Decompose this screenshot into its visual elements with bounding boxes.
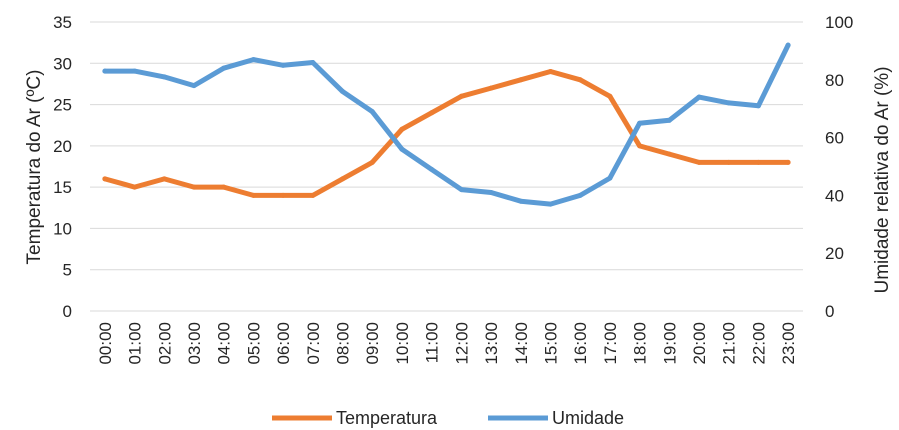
data-point-temperatura (161, 176, 167, 182)
right-axis-ticks: 0 20 40 60 80 100 (825, 13, 853, 321)
data-point-temperatura (369, 159, 375, 165)
right-tick-label: 40 (825, 186, 844, 205)
data-point-temperatura (666, 151, 672, 157)
data-point-temperatura (518, 77, 524, 83)
x-tick-label: 07:00 (304, 322, 323, 365)
x-tick-label: 21:00 (720, 322, 739, 365)
data-point-umidade (518, 198, 524, 204)
x-tick-label: 23:00 (779, 322, 798, 365)
data-point-temperatura (726, 159, 732, 165)
data-point-umidade (488, 190, 494, 195)
data-point-umidade (369, 109, 375, 115)
x-tick-label: 12:00 (452, 322, 471, 365)
data-point-temperatura (488, 85, 494, 91)
left-tick-label: 30 (53, 54, 72, 73)
left-axis-ticks: 0 5 10 15 20 25 30 35 (53, 13, 72, 321)
data-point-temperatura (399, 126, 405, 132)
data-point-umidade (429, 166, 435, 172)
right-tick-label: 80 (825, 71, 844, 90)
x-tick-label: 01:00 (126, 322, 145, 365)
data-point-umidade (577, 192, 583, 198)
legend-label-umidade: Umidade (552, 408, 624, 428)
x-tick-label: 10:00 (393, 322, 412, 365)
x-tick-label: 04:00 (215, 322, 234, 365)
data-point-umidade (755, 103, 761, 109)
data-point-umidade (310, 60, 316, 65)
right-tick-label: 60 (825, 129, 844, 148)
data-point-temperatura (696, 159, 702, 165)
data-point-umidade (221, 65, 227, 71)
legend-label-temperatura: Temperatura (336, 408, 438, 428)
data-point-temperatura (132, 184, 138, 190)
data-point-umidade (161, 74, 167, 80)
left-tick-label: 25 (53, 96, 72, 115)
data-point-umidade (340, 88, 345, 94)
data-point-umidade (637, 120, 643, 126)
x-tick-label: 18:00 (631, 322, 650, 365)
data-point-temperatura (785, 159, 791, 165)
x-tick-label: 14:00 (512, 322, 531, 365)
left-tick-label: 10 (53, 219, 72, 238)
x-tick-label: 03:00 (185, 322, 204, 365)
data-point-temperatura (577, 77, 583, 83)
right-axis-title: Umidade relativa do Ar (%) (872, 66, 893, 293)
left-tick-label: 0 (63, 302, 72, 321)
gridlines (90, 21, 803, 312)
data-point-temperatura (191, 184, 197, 190)
right-tick-label: 0 (825, 302, 834, 321)
data-point-umidade (280, 62, 286, 68)
x-tick-label: 09:00 (363, 322, 382, 365)
series-line-umidade (102, 42, 791, 207)
data-point-umidade (191, 83, 197, 89)
x-tick-label: 00:00 (96, 322, 115, 365)
data-point-temperatura (280, 192, 286, 198)
series-line-temperatura (102, 69, 791, 198)
left-tick-label: 5 (63, 261, 72, 280)
right-tick-label: 100 (825, 13, 853, 32)
data-point-temperatura (637, 143, 643, 149)
x-tick-label: 20:00 (690, 322, 709, 365)
series-lines (102, 42, 791, 207)
data-point-umidade (102, 68, 108, 74)
x-tick-label: 06:00 (274, 322, 293, 365)
x-tick-label: 19:00 (660, 322, 679, 365)
data-point-temperatura (250, 192, 256, 198)
x-axis-ticks: 00:00 01:00 02:00 03:00 04:00 05:00 06:00 07:00… (96, 322, 798, 365)
left-tick-label: 15 (53, 178, 72, 197)
x-tick-label: 05:00 (244, 322, 263, 365)
data-point-temperatura (429, 110, 435, 116)
data-point-temperatura (221, 184, 227, 190)
data-point-umidade (250, 57, 256, 63)
data-point-umidade (785, 42, 791, 48)
left-tick-label: 35 (53, 13, 72, 32)
x-tick-label: 15:00 (541, 322, 560, 365)
x-tick-label: 13:00 (482, 322, 501, 365)
data-point-temperatura (607, 93, 613, 99)
data-point-umidade (548, 201, 553, 207)
x-tick-label: 08:00 (334, 322, 353, 365)
x-tick-label: 11:00 (423, 322, 442, 363)
x-tick-label: 17:00 (601, 322, 620, 365)
legend: Temperatura Umidade (272, 408, 624, 428)
left-tick-label: 20 (53, 137, 72, 156)
data-point-temperatura (340, 176, 345, 182)
data-point-umidade (607, 175, 613, 181)
data-point-umidade (458, 187, 464, 193)
right-tick-label: 20 (825, 244, 844, 263)
data-point-temperatura (102, 176, 108, 182)
data-point-umidade (696, 94, 702, 100)
data-point-umidade (726, 100, 732, 106)
data-point-temperatura (548, 69, 553, 74)
data-point-temperatura (755, 159, 761, 165)
data-point-umidade (666, 117, 672, 123)
x-tick-label: 22:00 (749, 322, 768, 365)
data-point-temperatura (310, 192, 316, 198)
left-axis-title: Temperatura do Ar (ºC) (24, 70, 45, 265)
data-point-umidade (132, 68, 138, 74)
x-tick-label: 02:00 (155, 322, 174, 365)
x-tick-label: 16:00 (571, 322, 590, 365)
data-point-temperatura (458, 93, 464, 99)
data-point-umidade (399, 146, 405, 152)
